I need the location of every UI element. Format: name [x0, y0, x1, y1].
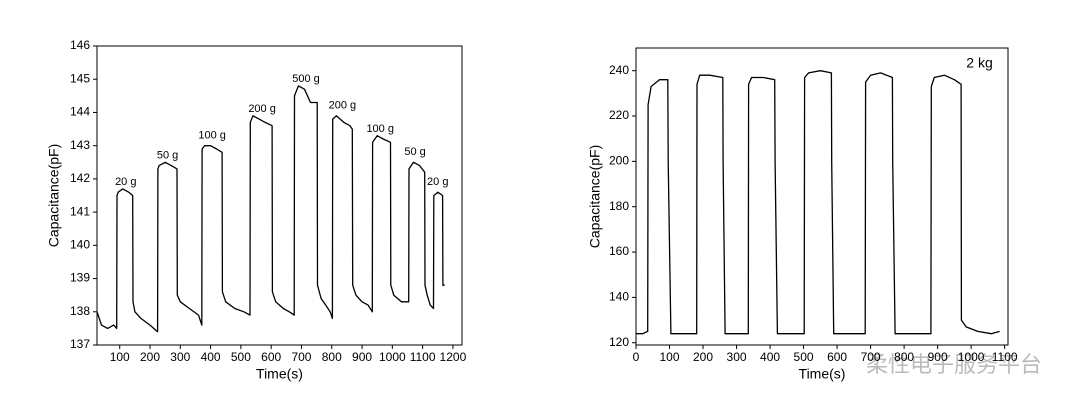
- data-line: [96, 85, 445, 333]
- annotation: 50 g: [404, 146, 425, 158]
- y-tick-label: 140: [70, 238, 90, 252]
- y-tick-label: 200: [609, 154, 629, 168]
- x-tick-label: 1000: [379, 350, 406, 364]
- x-tick-label: 500: [231, 350, 251, 364]
- x-tick-label: 100: [659, 350, 679, 364]
- plot-frame: [635, 47, 1009, 346]
- x-tick-label: 1100: [410, 350, 436, 364]
- x-tick-label: 800: [894, 350, 914, 364]
- y-axis-label: Capacitance(pF): [46, 144, 62, 248]
- y-tick-label: 142: [70, 171, 90, 185]
- x-tick-label: 100: [110, 350, 130, 364]
- y-tick-label: 143: [70, 138, 90, 152]
- x-tick-label: 1200: [440, 350, 467, 364]
- y-tick-label: 140: [609, 290, 629, 304]
- y-tick-label: 141: [70, 204, 90, 218]
- data-line: [636, 70, 1000, 335]
- y-tick-label: 160: [609, 244, 629, 258]
- annotation: 20 g: [427, 176, 448, 188]
- x-tick-label: 200: [693, 350, 713, 364]
- x-tick-label: 800: [322, 350, 342, 364]
- annotation: 100 g: [366, 123, 394, 135]
- x-tick-label: 300: [170, 350, 190, 364]
- x-tick-label: 500: [794, 350, 814, 364]
- x-tick-label: 200: [140, 350, 160, 364]
- x-axis-label: Time(s): [799, 366, 846, 382]
- y-axis-label: Capacitance(pF): [587, 145, 603, 249]
- plot-frame: [96, 45, 463, 346]
- annotation: 500 g: [292, 73, 320, 85]
- y-tick-label: 138: [70, 304, 90, 318]
- y-tick-label: 139: [70, 271, 90, 285]
- y-tick-label: 240: [609, 63, 629, 77]
- x-tick-label: 600: [827, 350, 847, 364]
- x-tick-label: 0: [633, 350, 640, 364]
- x-tick-label: 1000: [958, 350, 985, 364]
- annotation: 200 g: [329, 100, 357, 112]
- x-tick-label: 900: [352, 350, 372, 364]
- x-tick-label: 400: [760, 350, 780, 364]
- y-tick-label: 120: [609, 335, 629, 349]
- y-tick-label: 180: [609, 199, 629, 213]
- x-axis-label: Time(s): [256, 366, 303, 382]
- annotation: 2 kg: [966, 55, 992, 71]
- y-tick-label: 137: [70, 337, 90, 351]
- x-tick-label: 700: [861, 350, 881, 364]
- annotation: 100 g: [198, 130, 226, 142]
- watermark: 柔性电子服务平台: [866, 352, 1042, 377]
- x-tick-label: 300: [727, 350, 747, 364]
- annotation: 200 g: [248, 103, 276, 115]
- y-tick-label: 220: [609, 108, 629, 122]
- y-tick-label: 146: [70, 38, 90, 52]
- y-tick-label: 145: [70, 71, 90, 85]
- x-tick-label: 700: [291, 350, 311, 364]
- y-tick-label: 144: [70, 105, 90, 119]
- annotation: 50 g: [157, 150, 178, 162]
- x-tick-label: 900: [928, 350, 948, 364]
- x-tick-label: 1100: [992, 350, 1018, 364]
- x-tick-label: 600: [261, 350, 281, 364]
- annotation: 20 g: [115, 176, 136, 188]
- x-tick-label: 400: [201, 350, 221, 364]
